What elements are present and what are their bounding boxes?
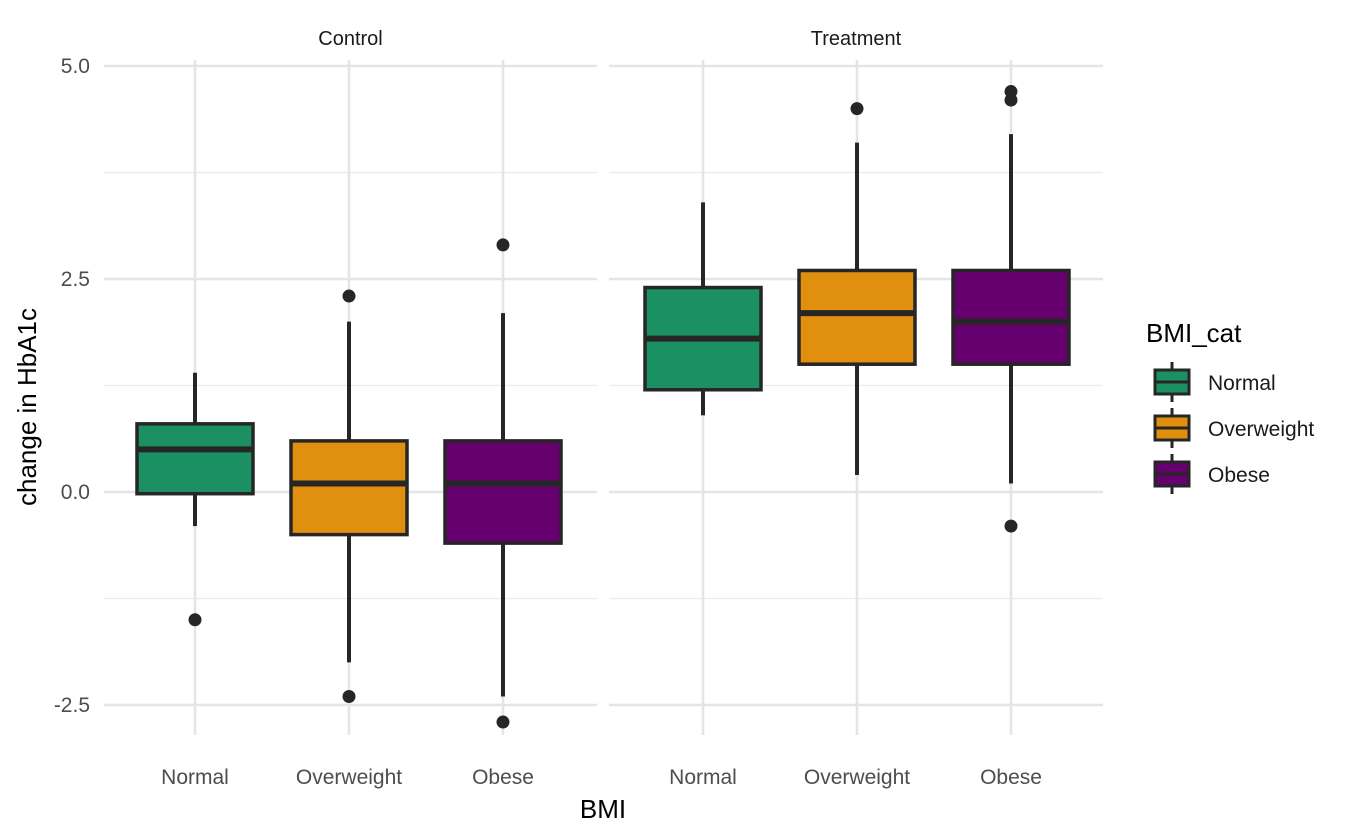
box-normal (643, 202, 763, 416)
x-tick-label: Obese (980, 766, 1042, 789)
legend-item-obese: Obese (1153, 454, 1270, 494)
y-tick-label: 5.0 (61, 55, 90, 78)
box-overweight (797, 102, 917, 475)
legend-label: Obese (1208, 464, 1270, 487)
x-tick-label: Overweight (296, 766, 402, 789)
legend-label: Overweight (1208, 418, 1314, 441)
box-overweight (289, 289, 409, 703)
outlier-point (1004, 519, 1018, 533)
facet-panel-treatment: Treatment Normal Overweight Obese (609, 28, 1103, 789)
outlier-point (188, 613, 202, 627)
legend-item-overweight: Overweight (1153, 408, 1314, 448)
box-iqr (135, 422, 255, 496)
box-iqr (951, 268, 1071, 366)
legend-title: BMI_cat (1146, 318, 1242, 348)
x-tick-label: Overweight (804, 766, 910, 789)
chart-panels: Control Normal Overweight Obese Treatment Nor… (104, 28, 1103, 789)
y-tick-label: 0.0 (61, 481, 90, 504)
y-tick-label: -2.5 (54, 694, 90, 717)
x-tick-label: Obese (472, 766, 534, 789)
outlier-point (1004, 93, 1018, 107)
x-axis-title: BMI (580, 794, 626, 824)
legend-label: Normal (1208, 372, 1276, 395)
facet-panel-control: Control Normal Overweight Obese (104, 28, 597, 789)
legend: BMI_cat Normal Overweight Obese (1146, 318, 1314, 494)
y-axis-title: change in HbA1c (12, 308, 42, 506)
outlier-point (496, 715, 510, 729)
outlier-point (850, 102, 864, 116)
outlier-point (342, 289, 356, 303)
y-axis: -2.5 0.0 2.5 5.0 (54, 55, 90, 717)
y-tick-label: 2.5 (61, 268, 90, 291)
facet-label: Control (318, 28, 382, 50)
facet-label: Treatment (811, 28, 902, 50)
box-iqr (443, 439, 563, 545)
x-tick-label: Normal (669, 766, 737, 789)
outlier-point (342, 689, 356, 703)
box-normal (135, 372, 255, 627)
box-obese (951, 85, 1071, 533)
x-tick-label: Normal (161, 766, 229, 789)
box-obese (443, 238, 563, 729)
box-iqr (289, 439, 409, 537)
legend-item-normal: Normal (1153, 362, 1276, 402)
outlier-point (496, 238, 510, 252)
box-iqr (797, 268, 917, 366)
